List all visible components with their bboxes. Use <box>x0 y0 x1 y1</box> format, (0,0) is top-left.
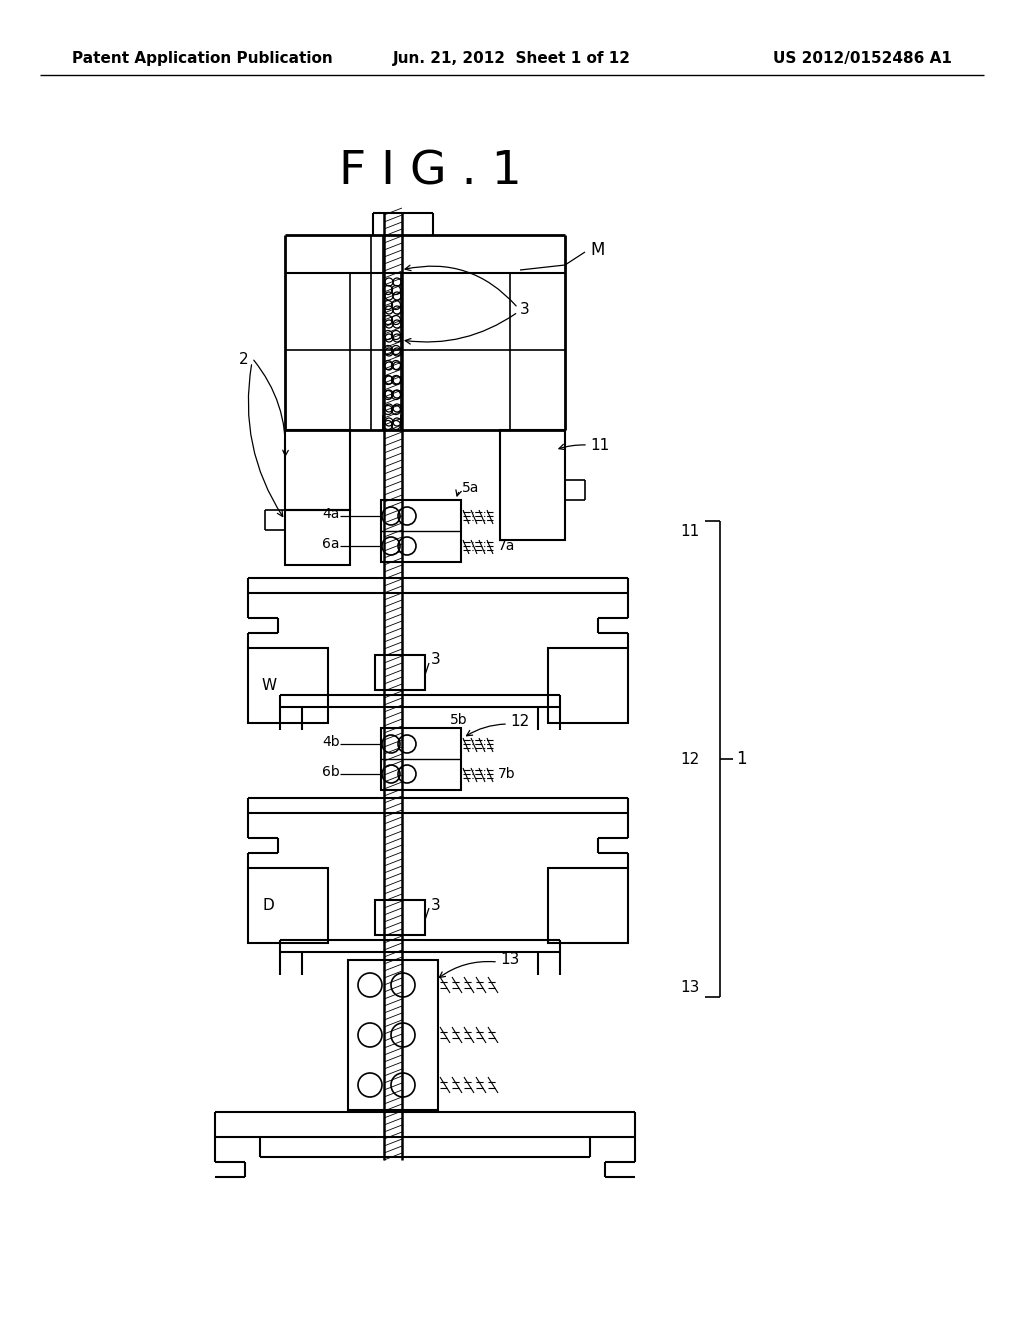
Bar <box>285 430 350 510</box>
Text: 3: 3 <box>520 302 529 318</box>
Bar <box>548 648 628 723</box>
Text: Jun. 21, 2012  Sheet 1 of 12: Jun. 21, 2012 Sheet 1 of 12 <box>393 50 631 66</box>
Bar <box>548 869 628 942</box>
Bar <box>381 500 461 562</box>
Text: 5a: 5a <box>462 480 479 495</box>
Bar <box>375 900 425 935</box>
Text: 6a: 6a <box>322 537 340 550</box>
Text: M: M <box>590 242 604 259</box>
Text: US 2012/0152486 A1: US 2012/0152486 A1 <box>773 50 952 66</box>
Text: 13: 13 <box>500 953 519 968</box>
Text: W: W <box>262 677 278 693</box>
Text: 4b: 4b <box>322 735 340 748</box>
Text: Patent Application Publication: Patent Application Publication <box>72 50 333 66</box>
Bar <box>500 430 565 540</box>
Text: 12: 12 <box>680 751 699 767</box>
Text: 11: 11 <box>590 437 609 453</box>
Bar <box>285 510 350 565</box>
Bar <box>248 869 328 942</box>
Text: 3: 3 <box>431 652 440 668</box>
Bar <box>348 960 438 1110</box>
Text: D: D <box>262 898 273 912</box>
Text: 7b: 7b <box>498 767 516 781</box>
Text: 2: 2 <box>239 352 248 367</box>
Text: 4a: 4a <box>322 507 339 521</box>
Bar <box>381 729 461 789</box>
Text: 1: 1 <box>736 750 746 768</box>
Text: 13: 13 <box>680 979 699 994</box>
Text: 6b: 6b <box>322 766 340 779</box>
Text: F I G . 1: F I G . 1 <box>339 149 521 194</box>
Text: 5b: 5b <box>450 713 468 727</box>
Text: 7a: 7a <box>498 539 515 553</box>
Bar <box>375 655 425 690</box>
Bar <box>248 648 328 723</box>
Text: 11: 11 <box>680 524 699 539</box>
Text: 3: 3 <box>431 898 440 912</box>
Text: 12: 12 <box>510 714 529 730</box>
